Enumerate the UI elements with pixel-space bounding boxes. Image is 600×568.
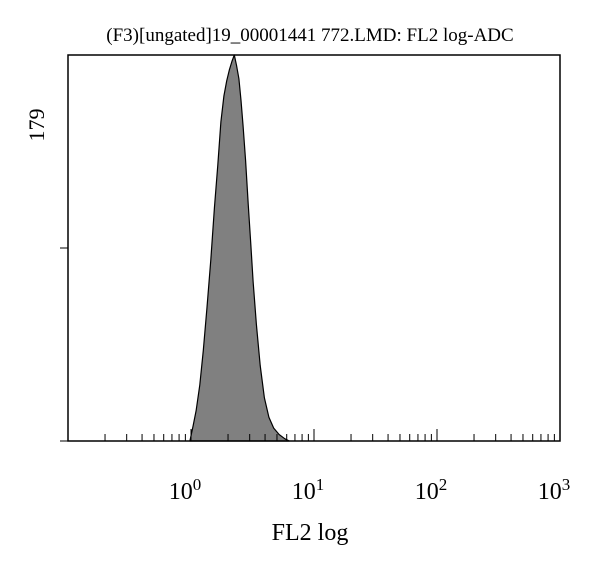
chart-title: (F3)[ungated]19_00001441 772.LMD: FL2 lo… — [106, 25, 513, 46]
x-tick-label: 101 — [292, 475, 325, 505]
y-tick-label: 179 — [24, 109, 49, 142]
y-axis-ticks: 179 — [24, 109, 68, 442]
x-axis-ticks: 100 101 102 103 — [67, 429, 571, 505]
plot-area — [189, 54, 290, 442]
x-axis-label: FL2 log — [272, 520, 349, 546]
histogram-series-0 — [189, 54, 290, 442]
x-tick-label: 100 — [169, 475, 202, 505]
plot-frame — [67, 54, 561, 442]
x-tick-label: 103 — [538, 475, 571, 505]
x-tick-label: 102 — [415, 475, 448, 505]
